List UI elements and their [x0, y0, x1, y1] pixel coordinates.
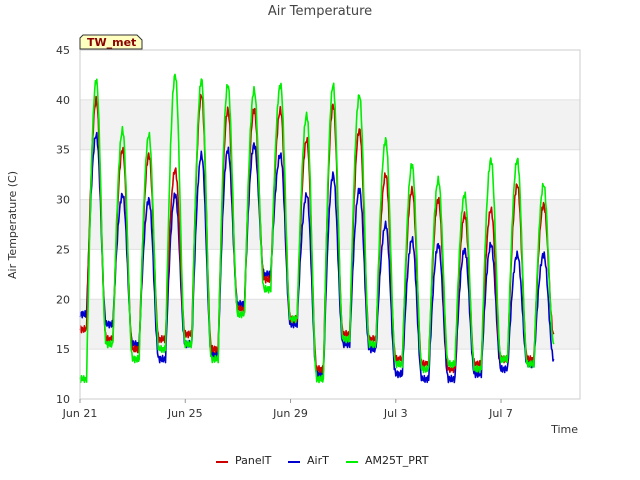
- legend-label-am25t_prt: AM25T_PRT: [365, 454, 429, 467]
- x-axis-label: Time: [550, 423, 578, 436]
- badge-shape: [79, 34, 143, 50]
- x-tick-label: Jun 21: [62, 407, 98, 420]
- series-line-am25t_prt: [79, 73, 555, 384]
- y-tick-label: 40: [56, 94, 70, 107]
- y-tick-label: 35: [56, 144, 70, 157]
- legend-label-airt: AirT: [307, 454, 329, 467]
- y-tick-label: 25: [56, 243, 70, 256]
- legend: PanelT AirT AM25T_PRT: [216, 454, 429, 467]
- y-axis-label: Air Temperature (C): [6, 171, 19, 279]
- y-tick-label: 30: [56, 194, 70, 207]
- series-lines: [79, 73, 555, 384]
- x-tick-label: Jul 7: [488, 407, 513, 420]
- x-tick-label: Jun 29: [272, 407, 308, 420]
- y-tick-label: 10: [56, 393, 70, 406]
- y-tick-label: 15: [56, 343, 70, 356]
- legend-label-panelt: PanelT: [235, 454, 272, 467]
- y-axis: 10 15 20 25 30 35 40 45: [56, 44, 70, 406]
- x-tick-label: Jun 25: [167, 407, 203, 420]
- plot-frame: [79, 49, 581, 400]
- y-tick-label: 45: [56, 44, 70, 57]
- x-tick-label: Jul 3: [383, 407, 408, 420]
- chart-title: Air Temperature: [268, 4, 372, 19]
- badge-label: TW_met: [87, 36, 136, 49]
- y-tick-label: 20: [56, 293, 70, 306]
- badge: TW_met: [79, 34, 143, 50]
- x-axis: Jun 21 Jun 25 Jun 29 Jul 3 Jul 7: [62, 399, 513, 420]
